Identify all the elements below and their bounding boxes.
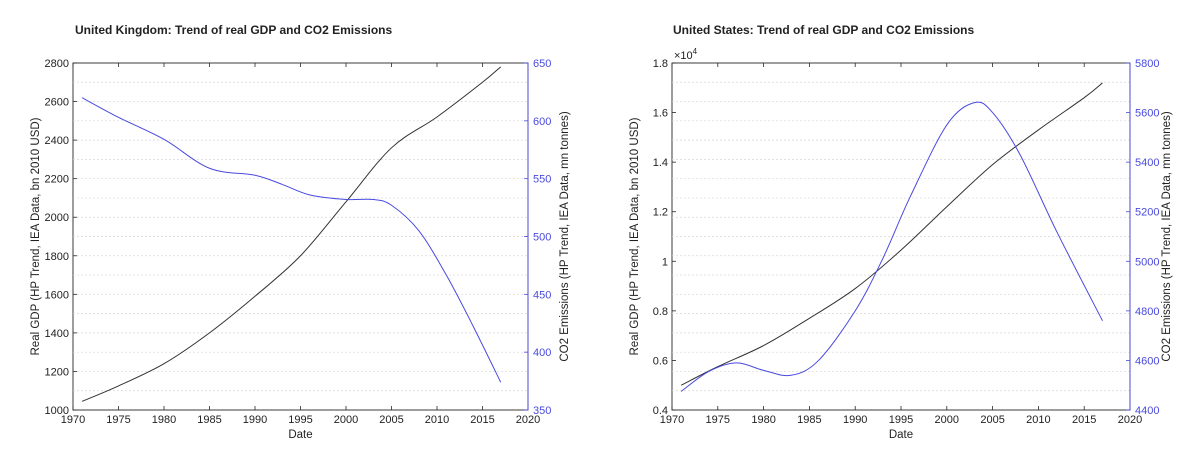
x-tick-label: 2010 bbox=[1026, 414, 1050, 426]
x-tick-label: 2005 bbox=[379, 414, 403, 426]
y2-tick-label: 5600 bbox=[1135, 108, 1159, 120]
y2-tick-label: 600 bbox=[533, 116, 551, 128]
y-tick-label: 1.4 bbox=[653, 157, 668, 169]
gdp-trend-line bbox=[81, 66, 502, 402]
chart-title: United States: Trend of real GDP and CO2… bbox=[673, 23, 975, 37]
x-tick-label: 2010 bbox=[425, 414, 449, 426]
x-tick-label: 2015 bbox=[1072, 414, 1096, 426]
x-tick-label: 1990 bbox=[843, 414, 867, 426]
y-tick-label: 0.6 bbox=[653, 355, 668, 367]
y2-tick-label: 650 bbox=[533, 58, 551, 70]
y2-tick-label: 4600 bbox=[1135, 355, 1159, 367]
x-tick-label: 1995 bbox=[889, 414, 913, 426]
grid-lines bbox=[672, 81, 1130, 392]
x-tick-label: 1970 bbox=[61, 414, 85, 426]
y-tick-label: 1600 bbox=[45, 289, 69, 301]
y-tick-label: 1800 bbox=[45, 251, 69, 263]
y2-axis-label: CO2 Emissions (HP Trend, IEA Data, mn to… bbox=[1161, 111, 1173, 362]
y-tick-label: 2200 bbox=[45, 174, 69, 186]
x-tick-label: 1980 bbox=[751, 414, 775, 426]
y-tick-label: 0.8 bbox=[653, 306, 668, 318]
x-tick-label: 1990 bbox=[243, 414, 267, 426]
co2-emissions-line bbox=[81, 97, 502, 383]
y-tick-label: 1.6 bbox=[653, 108, 668, 120]
x-tick-label: 1980 bbox=[152, 414, 176, 426]
y2-tick-label: 4400 bbox=[1135, 405, 1159, 417]
co2-emissions-line bbox=[680, 101, 1103, 392]
x-tick-label: 2000 bbox=[334, 414, 358, 426]
y-tick-label: 1 bbox=[662, 256, 668, 268]
chart-title: United Kingdom: Trend of real GDP and CO… bbox=[75, 23, 392, 37]
chart-panel-us: United States: Trend of real GDP and CO2… bbox=[629, 23, 1173, 441]
x-tick-label: 1985 bbox=[797, 414, 821, 426]
y-axis-label: Real GDP (HP Trend, IEA Data, bn 2010 US… bbox=[629, 117, 641, 355]
x-tick-label: 2020 bbox=[1118, 414, 1142, 426]
y2-tick-label: 400 bbox=[533, 347, 551, 359]
x-tick-label: 1970 bbox=[660, 414, 684, 426]
y2-tick-label: 5400 bbox=[1135, 157, 1159, 169]
x-tick-label: 1985 bbox=[197, 414, 221, 426]
y-tick-label: 1400 bbox=[45, 328, 69, 340]
x-tick-label: 2015 bbox=[470, 414, 494, 426]
chart-panel-uk: United Kingdom: Trend of real GDP and CO… bbox=[30, 23, 571, 441]
y2-tick-label: 5200 bbox=[1135, 207, 1159, 219]
x-tick-label: 2000 bbox=[935, 414, 959, 426]
y-axis-label: Real GDP (HP Trend, IEA Data, bn 2010 US… bbox=[30, 117, 42, 355]
y-exponent-power: 4 bbox=[693, 47, 698, 56]
y-exponent-base: ×10 bbox=[674, 50, 693, 62]
x-tick-label: 1975 bbox=[706, 414, 730, 426]
gdp-trend-line bbox=[680, 82, 1103, 386]
x-tick-label: 2005 bbox=[980, 414, 1004, 426]
y2-tick-label: 550 bbox=[533, 174, 551, 186]
y-tick-label: 1000 bbox=[45, 405, 69, 417]
y-exponent-label: ×104 bbox=[674, 47, 698, 62]
y-tick-label: 2600 bbox=[45, 97, 69, 109]
x-axis-label: Date bbox=[288, 429, 312, 441]
y-tick-label: 1200 bbox=[45, 366, 69, 378]
y-tick-label: 1.8 bbox=[653, 58, 668, 70]
y2-tick-label: 5800 bbox=[1135, 58, 1159, 70]
y2-tick-label: 500 bbox=[533, 232, 551, 244]
y2-axis-label: CO2 Emissions (HP Trend, IEA Data, mn to… bbox=[559, 111, 571, 362]
x-tick-label: 1975 bbox=[106, 414, 130, 426]
y2-tick-label: 450 bbox=[533, 289, 551, 301]
x-tick-label: 1995 bbox=[288, 414, 312, 426]
y-tick-label: 2800 bbox=[45, 58, 69, 70]
y-tick-label: 1.2 bbox=[653, 207, 668, 219]
x-tick-label: 2020 bbox=[516, 414, 540, 426]
y-tick-label: 0.4 bbox=[653, 405, 668, 417]
x-axis-label: Date bbox=[889, 429, 913, 441]
y2-tick-label: 4800 bbox=[1135, 306, 1159, 318]
y2-tick-label: 350 bbox=[533, 405, 551, 417]
y2-tick-label: 5000 bbox=[1135, 256, 1159, 268]
y-tick-label: 2000 bbox=[45, 212, 69, 224]
y-tick-label: 2400 bbox=[45, 135, 69, 147]
